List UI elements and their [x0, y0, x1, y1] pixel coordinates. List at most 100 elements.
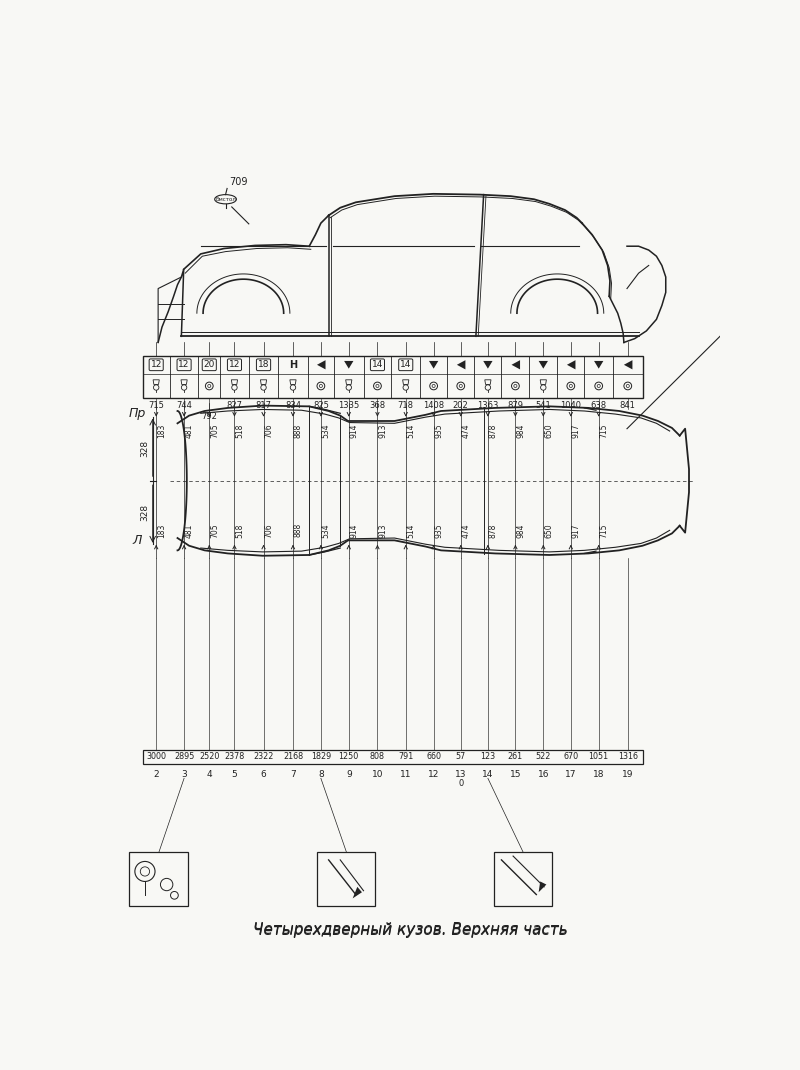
Text: 14: 14: [400, 361, 411, 369]
Text: 534: 534: [322, 523, 330, 537]
Text: 914: 914: [350, 424, 358, 439]
Polygon shape: [344, 361, 354, 369]
Text: Четырехдверный кузов. Верхняя часть: Четырехдверный кузов. Верхняя часть: [253, 923, 567, 938]
Text: 705: 705: [210, 424, 219, 439]
Text: 18: 18: [593, 770, 605, 779]
Text: 913: 913: [378, 523, 387, 537]
Text: 2520: 2520: [199, 752, 219, 761]
Text: 13: 13: [455, 770, 466, 779]
Bar: [130, 852, 187, 906]
Text: 8: 8: [318, 770, 324, 779]
Text: 650: 650: [544, 424, 553, 439]
Bar: [494, 852, 552, 906]
Text: 917: 917: [571, 523, 581, 537]
Bar: [142, 355, 642, 398]
Text: 1363: 1363: [477, 401, 498, 410]
Text: 7: 7: [290, 770, 296, 779]
Polygon shape: [457, 361, 466, 369]
Text: 913: 913: [378, 424, 387, 439]
Text: 817: 817: [255, 401, 271, 410]
Bar: [317, 852, 375, 906]
Text: 706: 706: [264, 523, 274, 537]
Text: 1316: 1316: [618, 752, 638, 761]
Text: 1051: 1051: [589, 752, 609, 761]
Text: 888: 888: [294, 424, 302, 438]
Text: 57: 57: [456, 752, 466, 761]
Text: 670: 670: [563, 752, 578, 761]
Text: 541: 541: [535, 401, 551, 410]
Text: 2322: 2322: [254, 752, 274, 761]
Text: 17: 17: [565, 770, 577, 779]
Text: 514: 514: [406, 523, 415, 537]
Text: 522: 522: [536, 752, 551, 761]
Text: 718: 718: [398, 401, 414, 410]
Text: 660: 660: [426, 752, 441, 761]
Text: 183: 183: [157, 424, 166, 439]
Bar: [142, 750, 642, 764]
Text: 792: 792: [202, 412, 218, 421]
Text: 2: 2: [154, 770, 159, 779]
Text: 12: 12: [150, 361, 162, 369]
Text: 650: 650: [544, 523, 553, 537]
Text: 11: 11: [400, 770, 411, 779]
Text: 202: 202: [453, 401, 469, 410]
Text: 481: 481: [185, 424, 194, 439]
Polygon shape: [538, 361, 548, 369]
Text: 917: 917: [571, 424, 581, 439]
Text: 935: 935: [434, 523, 443, 537]
Text: 841: 841: [620, 401, 636, 410]
Polygon shape: [594, 361, 603, 369]
Text: 1250: 1250: [338, 752, 359, 761]
Text: 2168: 2168: [283, 752, 303, 761]
Text: 825: 825: [313, 401, 329, 410]
Text: 791: 791: [398, 752, 414, 761]
Text: 10: 10: [372, 770, 383, 779]
Text: 514: 514: [406, 424, 415, 439]
Polygon shape: [567, 361, 575, 369]
Text: 984: 984: [516, 424, 525, 439]
Text: 2378: 2378: [224, 752, 245, 761]
Text: Л: Л: [133, 534, 142, 547]
Text: 14: 14: [372, 361, 383, 369]
Text: 1408: 1408: [423, 401, 444, 410]
Text: 123: 123: [480, 752, 495, 761]
Text: 18: 18: [258, 361, 270, 369]
Text: 12: 12: [178, 361, 190, 369]
Text: Бмстол: Бмстол: [215, 197, 236, 202]
Text: 16: 16: [538, 770, 549, 779]
Text: 1829: 1829: [310, 752, 331, 761]
Polygon shape: [429, 361, 438, 369]
Text: 715: 715: [599, 523, 609, 537]
Text: 534: 534: [322, 424, 330, 439]
Text: H: H: [289, 360, 297, 370]
Text: 827: 827: [226, 401, 242, 410]
Polygon shape: [317, 361, 326, 369]
Text: 14: 14: [482, 770, 494, 779]
Text: 709: 709: [229, 178, 247, 187]
Text: 9: 9: [346, 770, 352, 779]
Text: 0: 0: [458, 779, 463, 789]
Text: 328: 328: [141, 504, 150, 521]
Text: 518: 518: [235, 523, 244, 537]
Text: Четырехдверный кузов. Верхняя часть: Четырехдверный кузов. Верхняя часть: [253, 921, 567, 936]
Text: 481: 481: [185, 523, 194, 537]
Text: 20: 20: [203, 361, 215, 369]
Text: 715: 715: [599, 424, 609, 439]
Text: 834: 834: [285, 401, 301, 410]
Text: 3000: 3000: [146, 752, 166, 761]
Text: 1335: 1335: [338, 401, 359, 410]
Text: 474: 474: [462, 424, 470, 439]
Polygon shape: [483, 361, 493, 369]
Polygon shape: [511, 361, 520, 369]
Text: 2895: 2895: [174, 752, 194, 761]
Polygon shape: [538, 882, 546, 892]
Text: 935: 935: [434, 424, 443, 439]
Text: 879: 879: [507, 401, 523, 410]
Text: 3: 3: [182, 770, 187, 779]
Text: 474: 474: [462, 523, 470, 537]
Text: 878: 878: [489, 523, 498, 537]
Text: 4: 4: [206, 770, 212, 779]
Text: 888: 888: [294, 523, 302, 537]
Text: 808: 808: [370, 752, 385, 761]
Text: 705: 705: [210, 523, 219, 537]
